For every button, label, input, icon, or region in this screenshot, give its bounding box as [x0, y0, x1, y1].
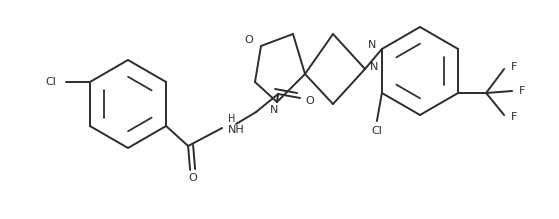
Text: H: H	[228, 114, 235, 124]
Text: O: O	[189, 173, 197, 183]
Text: N: N	[367, 40, 376, 50]
Text: N: N	[270, 105, 278, 115]
Text: Cl: Cl	[372, 126, 382, 136]
Text: F: F	[511, 112, 517, 122]
Text: F: F	[511, 62, 517, 72]
Text: NH: NH	[228, 125, 245, 135]
Text: Cl: Cl	[45, 77, 56, 87]
Text: N: N	[370, 62, 378, 72]
Text: O: O	[306, 96, 315, 106]
Text: O: O	[245, 35, 253, 45]
Text: F: F	[519, 86, 525, 96]
